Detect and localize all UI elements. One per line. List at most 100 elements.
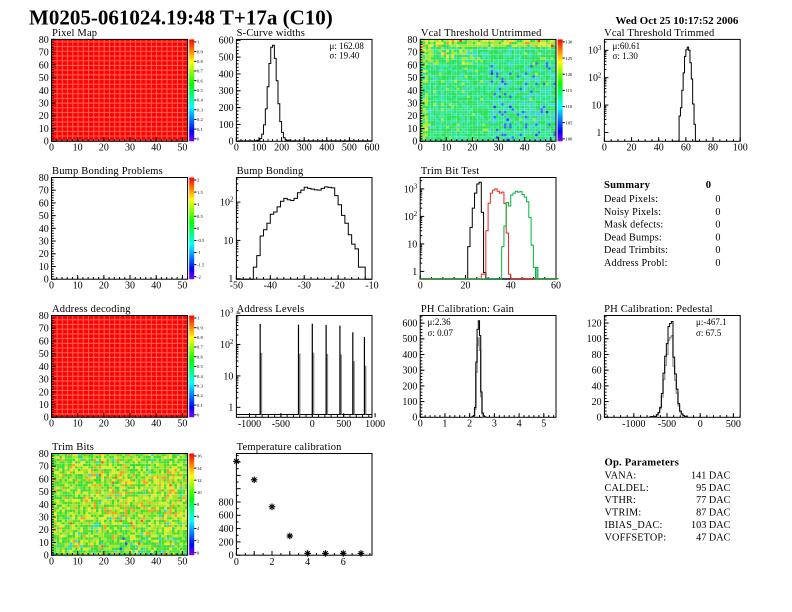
svg-text:0: 0 bbox=[44, 413, 49, 424]
svg-text:-40: -40 bbox=[264, 281, 277, 292]
svg-text:VANA:: VANA: bbox=[605, 470, 637, 481]
svg-text:500: 500 bbox=[219, 53, 234, 64]
svg-text:20: 20 bbox=[39, 387, 49, 398]
svg-text:0: 0 bbox=[234, 143, 239, 154]
svg-text:1: 1 bbox=[412, 267, 417, 278]
svg-text:102: 102 bbox=[220, 197, 234, 209]
svg-text:600: 600 bbox=[219, 36, 234, 47]
svg-text:50: 50 bbox=[177, 143, 187, 154]
svg-text:60: 60 bbox=[39, 474, 49, 485]
svg-text:-20: -20 bbox=[331, 281, 344, 292]
svg-text:-50: -50 bbox=[230, 281, 243, 292]
svg-text:6: 6 bbox=[197, 514, 200, 519]
svg-text:0: 0 bbox=[229, 551, 234, 562]
svg-text:20: 20 bbox=[99, 143, 109, 154]
svg-text:50: 50 bbox=[39, 487, 49, 498]
svg-text:200: 200 bbox=[402, 381, 417, 392]
svg-text:0: 0 bbox=[197, 226, 200, 231]
svg-text:40: 40 bbox=[151, 143, 161, 154]
svg-text:Trim Bit Test: Trim Bit Test bbox=[421, 166, 479, 177]
svg-text:80: 80 bbox=[39, 449, 49, 460]
svg-text:30: 30 bbox=[125, 281, 135, 292]
svg-text:4: 4 bbox=[197, 526, 200, 531]
svg-text:Vcal Threshold Trimmed: Vcal Threshold Trimmed bbox=[604, 28, 715, 39]
svg-text:Dead Trimbits:: Dead Trimbits: bbox=[604, 245, 668, 256]
svg-text:PH Calibration: Gain: PH Calibration: Gain bbox=[421, 304, 515, 315]
svg-text:20: 20 bbox=[99, 419, 109, 430]
svg-text:100: 100 bbox=[252, 143, 267, 154]
svg-text:20: 20 bbox=[467, 143, 477, 154]
svg-text:10: 10 bbox=[223, 371, 233, 382]
svg-text:500: 500 bbox=[402, 334, 417, 345]
svg-text:0: 0 bbox=[197, 413, 200, 418]
svg-text:0: 0 bbox=[234, 557, 239, 568]
svg-text:Summary: Summary bbox=[604, 180, 651, 191]
svg-text:-1: -1 bbox=[197, 250, 202, 255]
svg-text:0.7: 0.7 bbox=[197, 69, 203, 74]
svg-text:20: 20 bbox=[460, 281, 470, 292]
svg-text:-2: -2 bbox=[197, 274, 202, 279]
svg-text:102: 102 bbox=[404, 211, 418, 223]
svg-text:0.4: 0.4 bbox=[197, 98, 203, 103]
svg-text:0.5: 0.5 bbox=[197, 88, 203, 93]
svg-text:30: 30 bbox=[39, 375, 49, 386]
svg-text:-1000: -1000 bbox=[622, 419, 645, 430]
svg-text:20: 20 bbox=[99, 557, 109, 568]
svg-text:Pixel Map: Pixel Map bbox=[52, 28, 97, 39]
svg-text:0: 0 bbox=[706, 180, 711, 191]
svg-text:20: 20 bbox=[407, 111, 417, 122]
svg-text:0: 0 bbox=[698, 419, 703, 430]
svg-text:70: 70 bbox=[39, 48, 49, 59]
svg-text:0: 0 bbox=[715, 258, 720, 269]
svg-text:σ: 19.40: σ: 19.40 bbox=[330, 50, 360, 60]
svg-text:200: 200 bbox=[219, 537, 234, 548]
svg-text:0: 0 bbox=[49, 557, 54, 568]
svg-text:125: 125 bbox=[565, 56, 573, 61]
svg-text:1: 1 bbox=[596, 128, 601, 139]
svg-text:2: 2 bbox=[197, 178, 200, 183]
svg-text:Bump Bonding: Bump Bonding bbox=[237, 166, 304, 177]
svg-text:400: 400 bbox=[219, 69, 234, 80]
svg-text:0: 0 bbox=[310, 419, 315, 430]
svg-text:0: 0 bbox=[197, 137, 200, 142]
svg-text:100: 100 bbox=[733, 143, 748, 154]
svg-text:0: 0 bbox=[412, 413, 417, 424]
svg-text:60: 60 bbox=[39, 60, 49, 71]
svg-text:103 DAC: 103 DAC bbox=[691, 520, 731, 531]
svg-text:0: 0 bbox=[418, 281, 423, 292]
svg-text:10: 10 bbox=[39, 538, 49, 549]
svg-text:20: 20 bbox=[99, 281, 109, 292]
svg-text:103: 103 bbox=[404, 184, 418, 196]
svg-text:105: 105 bbox=[565, 120, 573, 125]
svg-text:5: 5 bbox=[541, 419, 546, 430]
svg-text:95 DAC: 95 DAC bbox=[696, 483, 730, 494]
svg-text:60: 60 bbox=[592, 366, 602, 377]
svg-text:10: 10 bbox=[73, 143, 83, 154]
svg-text:μ:60.61: μ:60.61 bbox=[613, 41, 641, 51]
svg-text:30: 30 bbox=[125, 419, 135, 430]
svg-text:103: 103 bbox=[220, 308, 234, 320]
svg-text:6: 6 bbox=[341, 557, 346, 568]
svg-text:Noisy Pixels:: Noisy Pixels: bbox=[604, 207, 661, 218]
svg-text:120: 120 bbox=[565, 72, 573, 77]
svg-text:μ: 162.08: μ: 162.08 bbox=[330, 41, 365, 51]
svg-text:10: 10 bbox=[441, 143, 451, 154]
svg-text:10: 10 bbox=[73, 557, 83, 568]
svg-text:120: 120 bbox=[587, 318, 602, 329]
svg-text:50: 50 bbox=[546, 143, 556, 154]
svg-text:100: 100 bbox=[587, 334, 602, 345]
svg-text:40: 40 bbox=[151, 557, 161, 568]
svg-text:50: 50 bbox=[39, 349, 49, 360]
svg-text:0.7: 0.7 bbox=[197, 345, 203, 350]
svg-text:0: 0 bbox=[49, 281, 54, 292]
svg-text:0: 0 bbox=[418, 419, 423, 430]
svg-text:500: 500 bbox=[726, 419, 741, 430]
svg-text:-1.5: -1.5 bbox=[197, 262, 205, 267]
svg-text:S-Curve widths: S-Curve widths bbox=[237, 28, 305, 39]
svg-text:50: 50 bbox=[177, 557, 187, 568]
svg-text:300: 300 bbox=[297, 143, 312, 154]
svg-text:0.1: 0.1 bbox=[197, 403, 203, 408]
svg-text:1: 1 bbox=[197, 202, 200, 207]
svg-text:50: 50 bbox=[177, 419, 187, 430]
svg-text:400: 400 bbox=[319, 143, 334, 154]
